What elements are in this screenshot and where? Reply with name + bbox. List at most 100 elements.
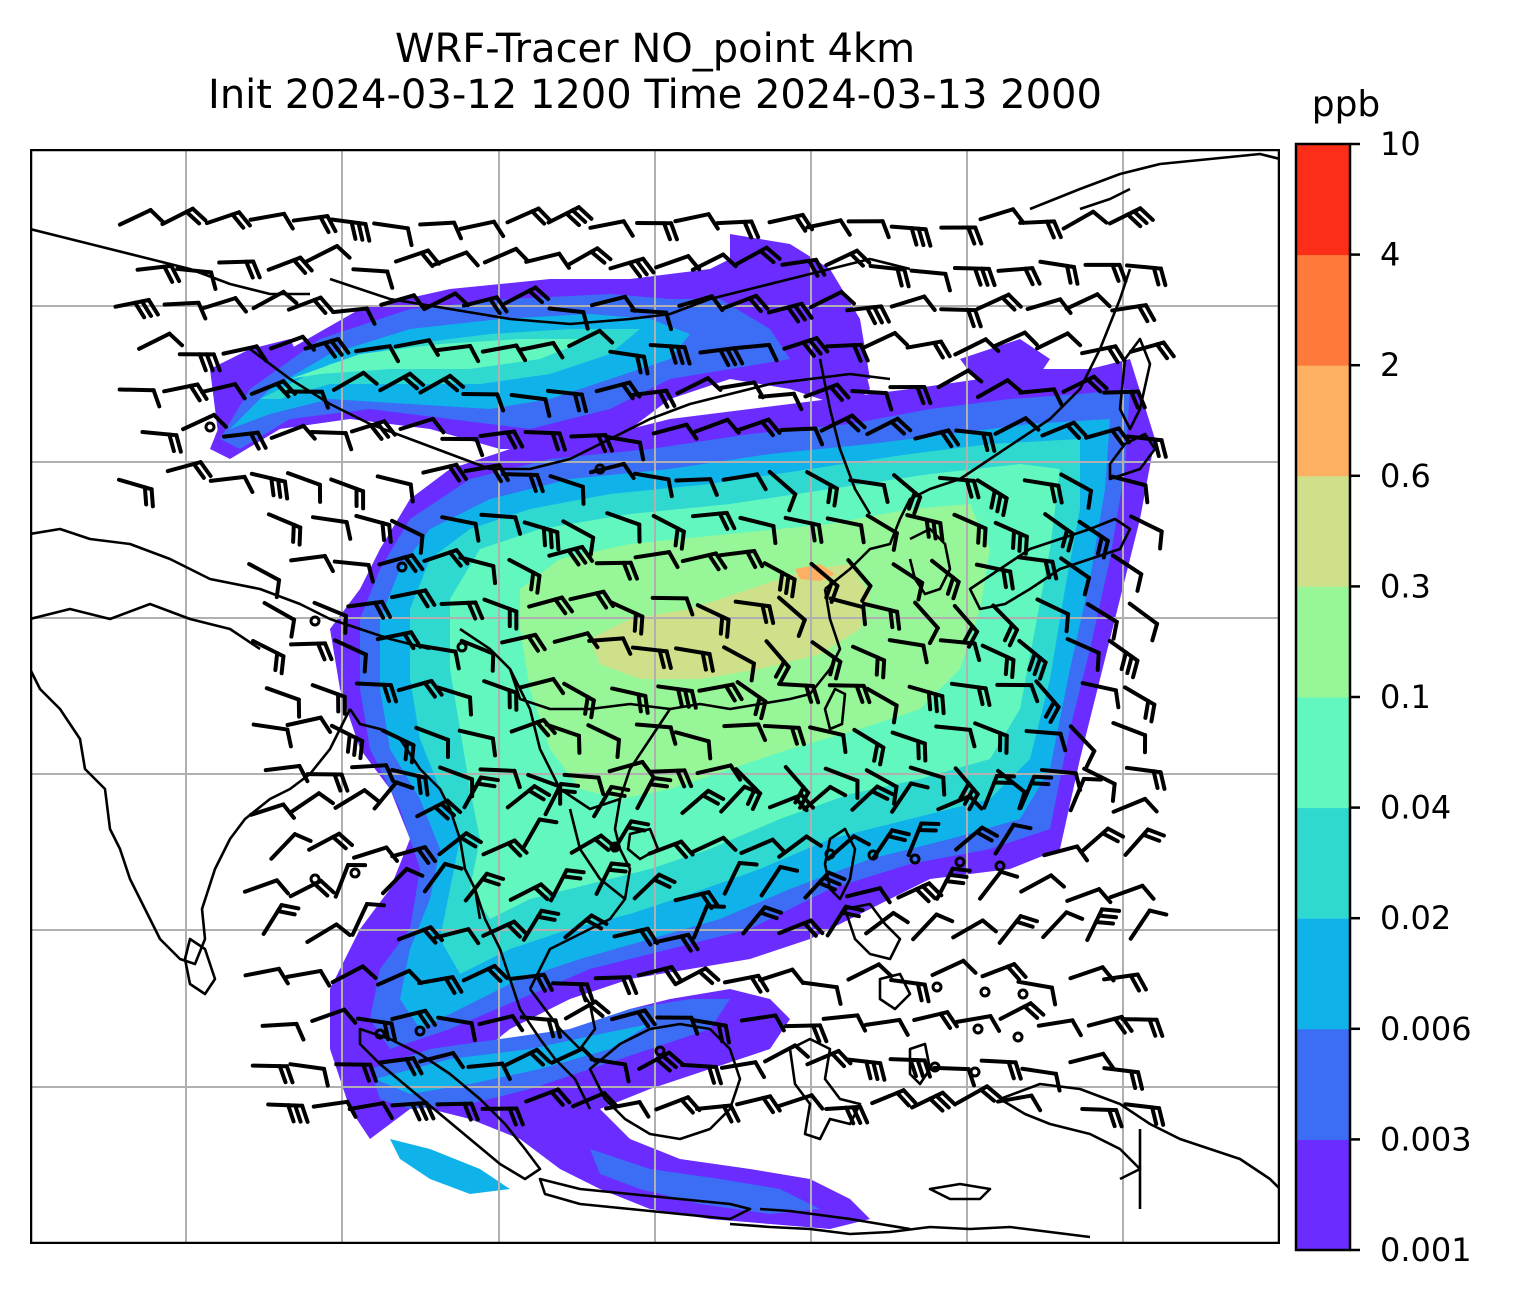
wind-barb bbox=[418, 1051, 465, 1070]
wind-barb bbox=[503, 285, 551, 306]
wind-barb bbox=[809, 289, 856, 310]
wind-barb bbox=[610, 1008, 657, 1029]
wind-barb bbox=[891, 562, 925, 602]
wind-barb bbox=[414, 725, 451, 759]
wind-barb bbox=[952, 512, 988, 548]
wind-barb bbox=[390, 845, 438, 865]
wind-barb bbox=[1077, 519, 1110, 560]
wind-barb bbox=[285, 471, 323, 504]
wind-barb bbox=[905, 513, 945, 543]
wind-barb bbox=[1040, 420, 1088, 440]
wind-barb bbox=[375, 630, 423, 651]
wind-barb bbox=[695, 603, 731, 639]
wind-barb bbox=[1068, 1051, 1116, 1070]
colorbar-swatch bbox=[1296, 475, 1350, 587]
wind-barb bbox=[741, 905, 784, 936]
wind-barb bbox=[458, 555, 498, 586]
wind-barb bbox=[593, 975, 639, 996]
calm-wind-marker bbox=[994, 860, 1006, 872]
wind-barb bbox=[1123, 1102, 1166, 1127]
wind-barb bbox=[722, 645, 756, 683]
concentration-contour bbox=[290, 339, 590, 379]
wind-barb bbox=[850, 388, 894, 412]
wind-barb bbox=[636, 965, 684, 985]
wind-barb bbox=[563, 913, 609, 940]
wind-barb bbox=[458, 219, 506, 239]
wind-barb bbox=[1034, 679, 1061, 725]
wind-barb bbox=[1102, 972, 1148, 993]
wind-barb bbox=[482, 597, 519, 631]
wind-barb bbox=[547, 306, 590, 331]
wind-barb bbox=[648, 768, 694, 789]
wind-barb bbox=[527, 595, 575, 616]
colorbar-tick-label: 0.001 bbox=[1380, 1231, 1472, 1269]
wind-barb bbox=[312, 600, 348, 635]
wind-barb bbox=[248, 802, 296, 820]
wind-barb bbox=[721, 472, 768, 492]
wind-barb bbox=[291, 214, 338, 235]
colorbar-swatch bbox=[1296, 807, 1350, 919]
wind-barb bbox=[547, 544, 595, 567]
wind-barb bbox=[846, 962, 894, 982]
wind-barb bbox=[329, 723, 365, 761]
wind-barb bbox=[1042, 844, 1090, 863]
colorbar-swatch bbox=[1296, 918, 1350, 1030]
wind-barb bbox=[698, 346, 745, 368]
calm-wind-marker bbox=[1017, 988, 1029, 1000]
wind-barb bbox=[504, 1047, 552, 1067]
wind-barb bbox=[680, 788, 726, 815]
wind-barb bbox=[680, 1062, 723, 1086]
wind-barb bbox=[936, 368, 984, 390]
wind-barb bbox=[372, 780, 415, 811]
wind-barb bbox=[1061, 374, 1109, 394]
wind-barb bbox=[285, 968, 332, 988]
wind-barb bbox=[586, 723, 621, 759]
colorbar-unit-label: ppb bbox=[1312, 84, 1381, 125]
wind-barb bbox=[520, 817, 559, 852]
wind-barb bbox=[630, 388, 677, 409]
wind-barb bbox=[734, 245, 782, 267]
wind-barb bbox=[422, 861, 464, 894]
wind-barb bbox=[440, 436, 485, 458]
figure-title: WRF-Tracer NO_point 4km Init 2024-03-12 … bbox=[30, 26, 1280, 118]
wind-barb bbox=[1016, 979, 1058, 1007]
wind-barb bbox=[980, 643, 1016, 680]
wind-barb bbox=[864, 910, 910, 936]
wind-barb bbox=[1065, 637, 1101, 672]
wind-barb bbox=[589, 1057, 631, 1084]
colorbar-tick-label: 0.04 bbox=[1380, 789, 1451, 827]
wind-barb bbox=[824, 1104, 870, 1126]
wind-barb bbox=[979, 1058, 1023, 1081]
wind-barb bbox=[561, 519, 596, 557]
calm-wind-marker bbox=[309, 615, 321, 627]
wind-barb bbox=[909, 268, 952, 293]
wind-barb bbox=[305, 772, 350, 793]
wind-barb bbox=[567, 328, 615, 348]
wind-barb bbox=[377, 1056, 424, 1077]
wind-barb bbox=[608, 256, 656, 279]
wind-barb bbox=[266, 1102, 310, 1124]
wind-barb bbox=[355, 1016, 398, 1043]
wind-barb bbox=[719, 1060, 767, 1080]
wind-barb bbox=[825, 904, 865, 938]
wind-barb bbox=[333, 788, 380, 810]
wind-barb bbox=[952, 266, 997, 288]
map-panel bbox=[30, 149, 1280, 1244]
wind-barb bbox=[175, 266, 218, 291]
wind-barb bbox=[1061, 209, 1109, 231]
wind-barb bbox=[1110, 553, 1144, 593]
wind-barb bbox=[801, 980, 843, 1006]
wind-barb bbox=[819, 413, 867, 433]
wind-barb bbox=[177, 352, 222, 373]
wind-barb bbox=[478, 429, 525, 450]
colorbar-tick-label: 0.3 bbox=[1380, 567, 1431, 605]
wind-barb bbox=[759, 864, 800, 898]
calm-wind-marker bbox=[374, 1028, 386, 1040]
wind-barb bbox=[648, 343, 692, 366]
wind-barb bbox=[868, 263, 911, 289]
wind-barb bbox=[951, 918, 998, 940]
wind-barb bbox=[912, 1010, 959, 1030]
wind-barb bbox=[264, 686, 302, 719]
calm-wind-marker bbox=[456, 641, 468, 653]
wind-barb bbox=[435, 1101, 480, 1122]
